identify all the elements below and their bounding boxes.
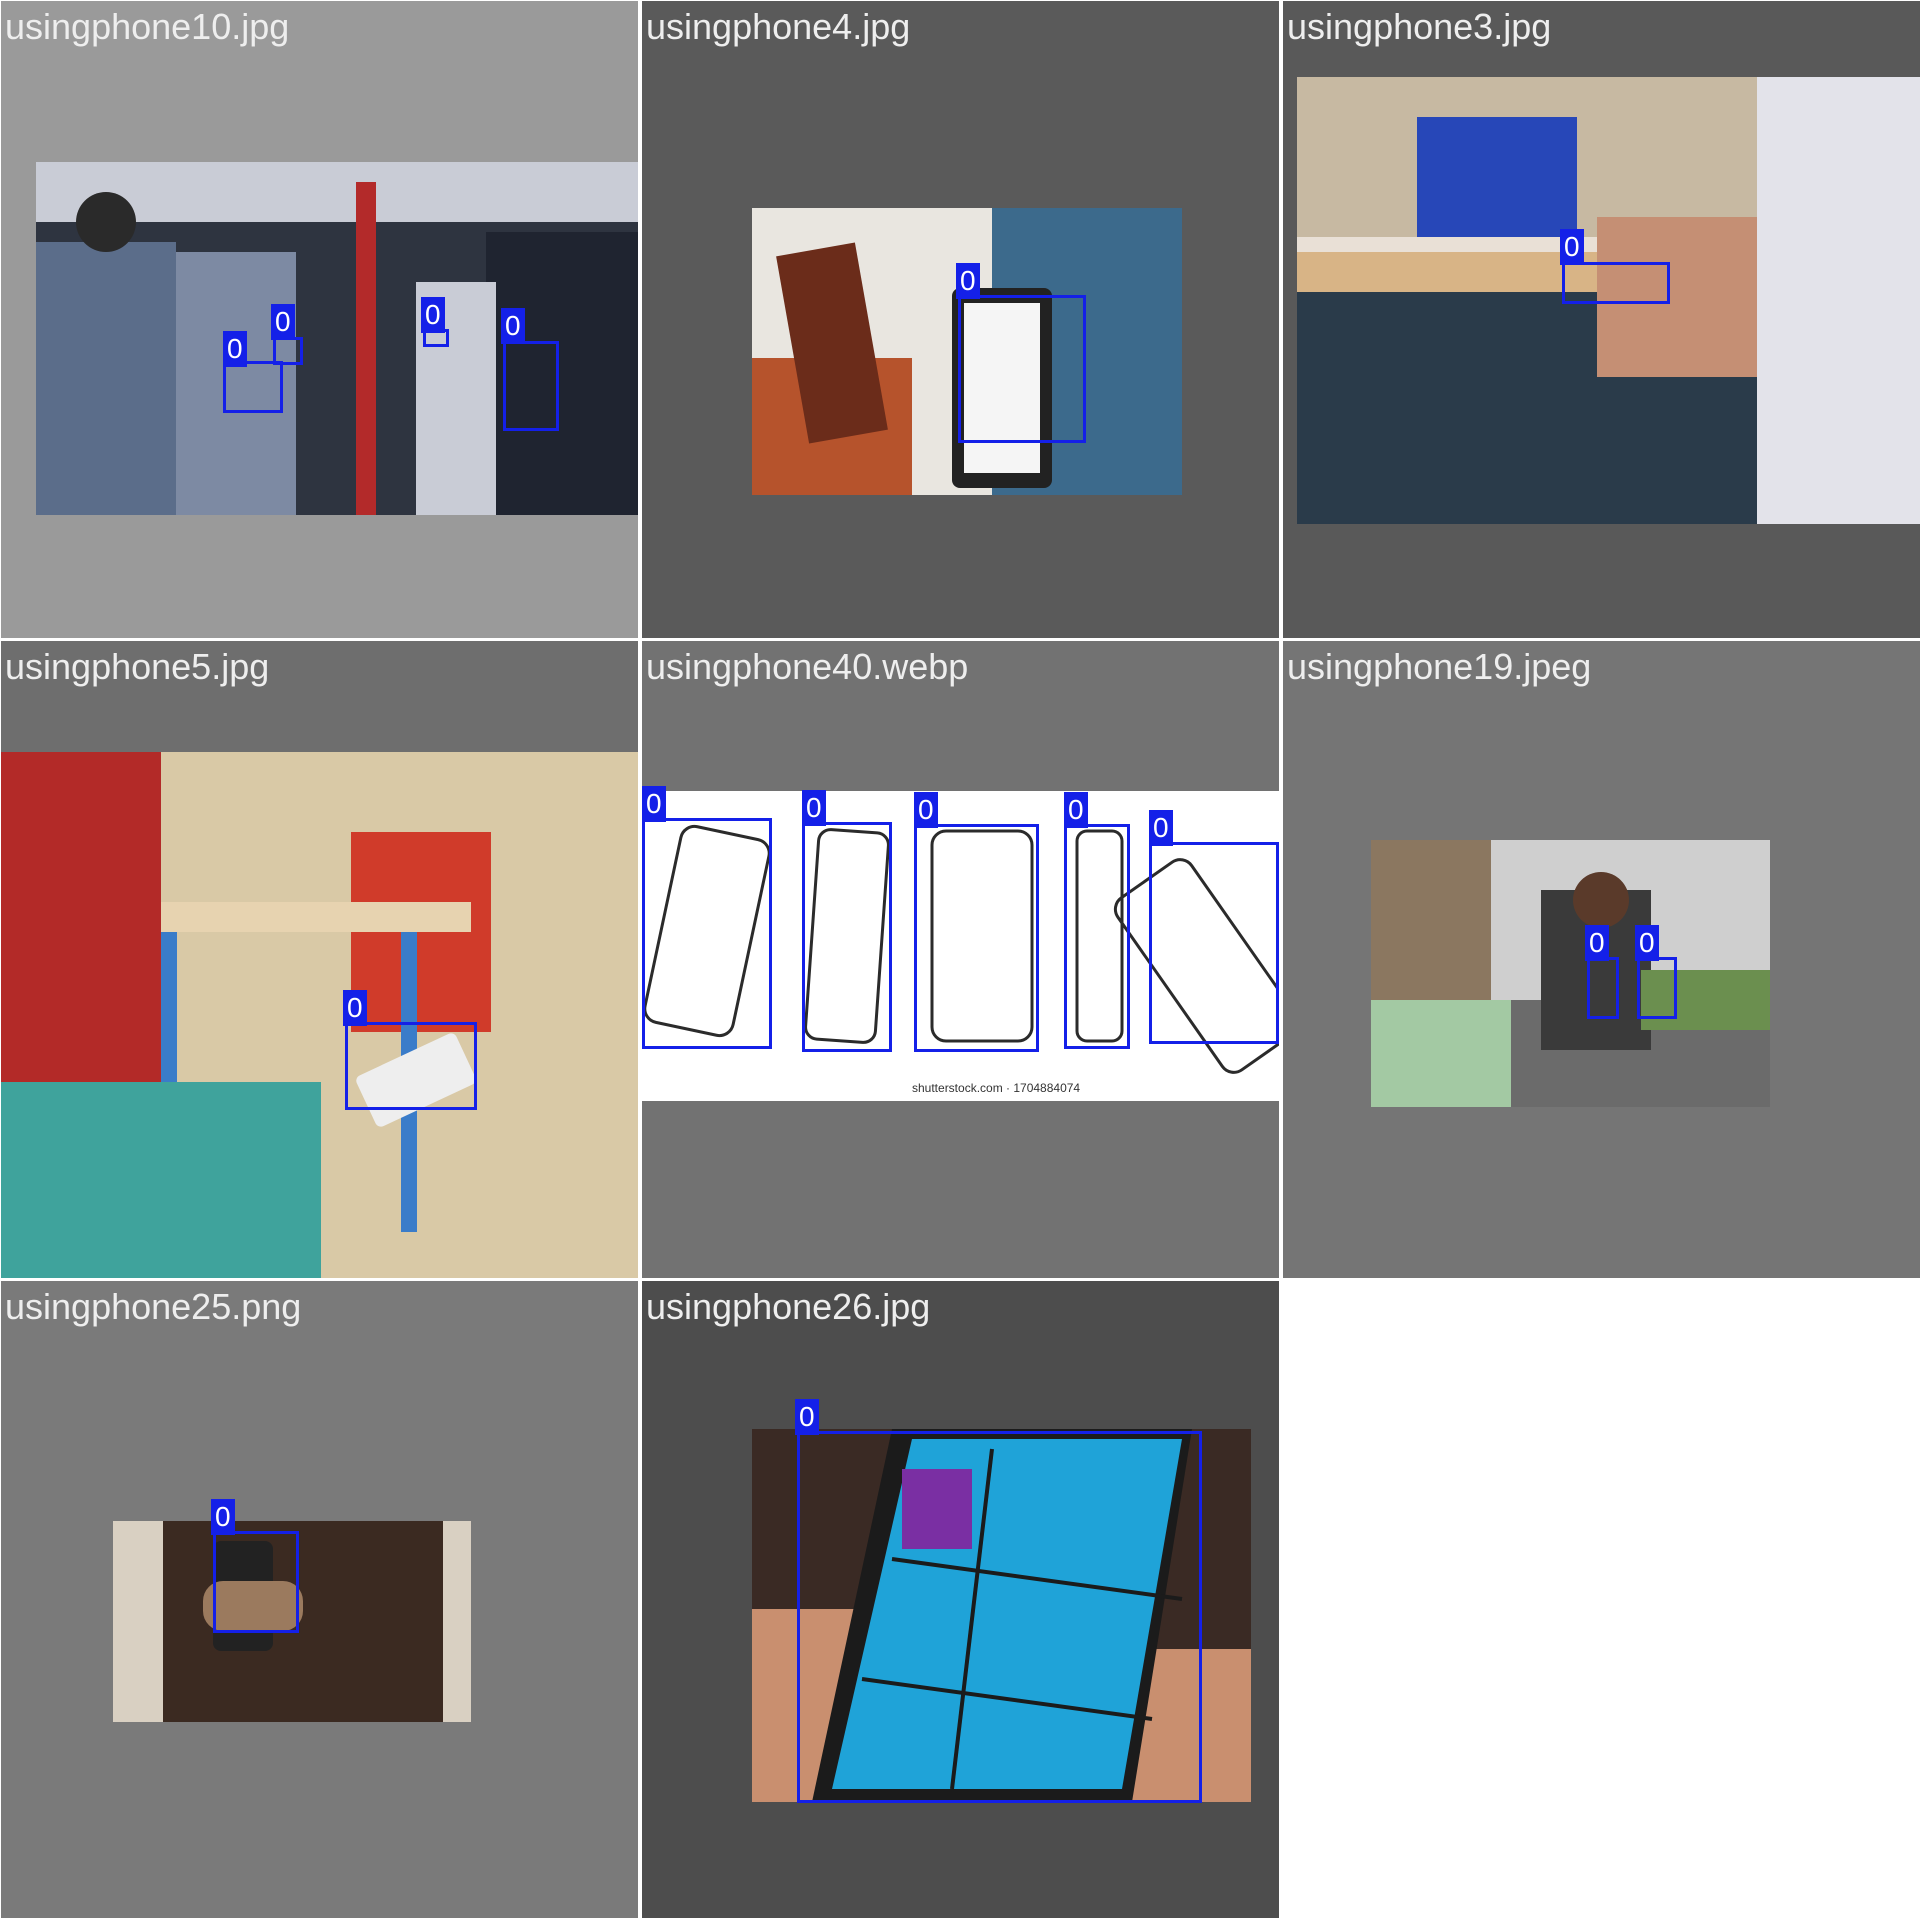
detection-box <box>1637 957 1677 1019</box>
detection-class-label: 0 <box>1585 925 1609 961</box>
detection-class-label: 0 <box>802 790 826 826</box>
detection-box <box>914 824 1039 1052</box>
detection-class-label: 0 <box>1560 229 1584 265</box>
watermark: shutterstock.com · 1704884074 <box>912 1081 1081 1095</box>
detection-class-label: 0 <box>1064 792 1088 828</box>
grid-tile: usingphone26.jpg 0 <box>642 1281 1279 1918</box>
grid-tile: usingphone5.jpg 0 <box>1 641 638 1278</box>
detection-box <box>958 295 1086 443</box>
photo-illustration <box>1371 840 1770 1107</box>
tile-filename: usingphone26.jpg <box>646 1286 931 1327</box>
detection-class-label: 0 <box>1635 925 1659 961</box>
photo <box>36 162 638 515</box>
detection-box <box>503 341 559 431</box>
detection-box <box>1587 957 1619 1019</box>
grid-tile: usingphone25.png 0 <box>1 1281 638 1918</box>
photo <box>1 752 638 1278</box>
photo <box>752 208 1182 495</box>
photo-illustration <box>113 1521 471 1722</box>
tile-filename: usingphone19.jpeg <box>1287 646 1592 687</box>
photo <box>752 1429 1251 1802</box>
tile-filename: usingphone3.jpg <box>1287 6 1552 47</box>
detection-box <box>213 1531 299 1633</box>
detection-box <box>797 1431 1202 1803</box>
detection-class-label: 0 <box>914 792 938 828</box>
detection-class-label: 0 <box>343 990 367 1026</box>
detection-class-label: 0 <box>211 1499 235 1535</box>
detection-box <box>1064 824 1130 1049</box>
photo-illustration <box>36 162 638 515</box>
detection-class-label: 0 <box>642 786 666 822</box>
photo-illustration <box>752 208 1182 495</box>
detection-box <box>223 361 283 413</box>
empty-grid-cell <box>1283 1281 1920 1918</box>
detection-class-label: 0 <box>795 1399 819 1435</box>
grid-tile: usingphone10.jpg 0 0 0 0 <box>1 1 638 638</box>
detection-class-label: 0 <box>421 297 445 333</box>
detection-class-label: 0 <box>1149 810 1173 846</box>
photo-illustration <box>1 752 638 1278</box>
grid-tile: usingphone3.jpg 0 <box>1283 1 1920 638</box>
photo <box>113 1521 471 1722</box>
photo <box>1297 77 1920 524</box>
detection-box <box>273 337 303 365</box>
photo-illustration <box>752 1429 1251 1802</box>
detection-class-label: 0 <box>501 308 525 344</box>
detection-box <box>642 818 772 1049</box>
detection-class-label: 0 <box>223 331 247 367</box>
detection-box <box>1149 842 1279 1044</box>
tile-filename: usingphone4.jpg <box>646 6 911 47</box>
tile-filename: usingphone10.jpg <box>5 6 290 47</box>
photo-illustration <box>1297 77 1920 524</box>
tile-filename: usingphone5.jpg <box>5 646 270 687</box>
detection-class-label: 0 <box>956 263 980 299</box>
grid-tile: shutterstock.com · 1704884074 usingphone… <box>642 641 1279 1278</box>
grid-tile: usingphone4.jpg 0 <box>642 1 1279 638</box>
tile-filename: usingphone40.webp <box>646 646 969 687</box>
tile-filename: usingphone25.png <box>5 1286 302 1327</box>
detection-box <box>345 1022 477 1110</box>
detection-box <box>1562 262 1670 304</box>
detection-class-label: 0 <box>271 304 295 340</box>
detection-box <box>802 822 892 1052</box>
grid-tile: usingphone19.jpeg 0 0 <box>1283 641 1920 1278</box>
photo <box>1371 840 1770 1107</box>
